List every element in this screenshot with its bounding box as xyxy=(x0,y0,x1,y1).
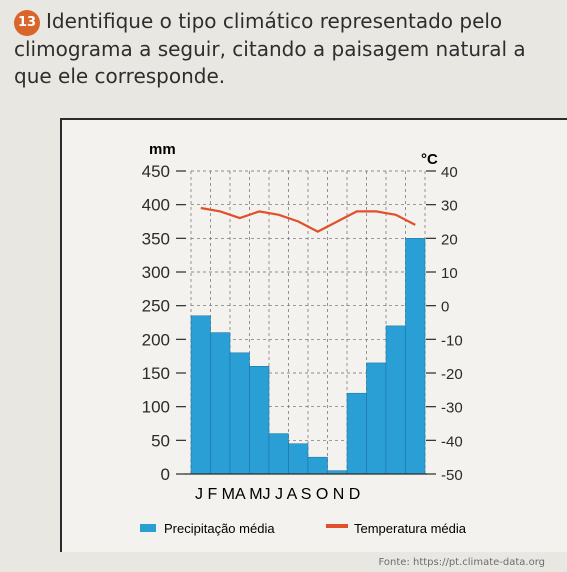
temperature-line xyxy=(200,206,416,233)
precipitation-bar xyxy=(366,362,387,475)
legend-line-swatch xyxy=(326,524,348,528)
legend-line-label: Temperatura média xyxy=(354,521,467,536)
left-tick-label: 50 xyxy=(151,431,170,450)
question-number: 13 xyxy=(14,10,40,36)
legend-bar-label: Precipitação média xyxy=(164,521,275,536)
precipitation-bar xyxy=(229,352,250,475)
left-tick-label: 350 xyxy=(142,229,170,248)
right-tick-label: -10 xyxy=(441,332,463,349)
left-tick-label: 450 xyxy=(142,162,170,181)
legend: Precipitação média Temperatura média xyxy=(140,521,467,536)
right-tick-label: -50 xyxy=(441,467,463,484)
question-text: Identifique o tipo climático representad… xyxy=(14,9,526,88)
precipitation-bar xyxy=(346,392,367,475)
left-tick-label: 200 xyxy=(142,330,170,349)
left-axis-unit: mm xyxy=(149,141,176,158)
right-tick-label: 40 xyxy=(441,164,458,181)
precipitation-bars xyxy=(190,238,426,475)
left-tick-label: 0 xyxy=(161,465,170,484)
legend-bar-swatch xyxy=(140,524,156,532)
right-tick-label: 30 xyxy=(441,198,458,215)
precipitation-bar xyxy=(268,433,289,475)
right-tick-label: 20 xyxy=(441,231,458,248)
precipitation-bar xyxy=(190,315,211,475)
precipitation-bar xyxy=(405,238,426,475)
left-tick-label: 300 xyxy=(142,263,170,282)
precipitation-bar xyxy=(385,325,406,475)
right-axis-ticks: 40 30 20 10 0 -10 -20 -30 -40 -50 xyxy=(426,164,463,484)
left-tick-label: 250 xyxy=(142,297,170,316)
chart-card xyxy=(60,118,567,552)
question: 13 Identifique o tipo climático represent… xyxy=(14,8,550,90)
precipitation-bar xyxy=(249,366,270,475)
precipitation-bar xyxy=(307,456,328,475)
right-axis-unit: °C xyxy=(421,151,438,168)
left-tick-label: 150 xyxy=(142,364,170,383)
right-tick-label: 0 xyxy=(441,299,449,316)
right-tick-label: 10 xyxy=(441,265,458,282)
left-tick-label: 100 xyxy=(142,398,170,417)
right-tick-label: -30 xyxy=(441,400,463,417)
precipitation-bar xyxy=(210,332,231,475)
left-tick-label: 400 xyxy=(142,196,170,215)
right-tick-label: -40 xyxy=(441,433,463,450)
precipitation-bar xyxy=(288,443,309,475)
left-axis-ticks: 450 400 350 300 250 200 150 100 50 0 xyxy=(142,162,186,484)
right-tick-label: -20 xyxy=(441,366,463,383)
month-labels: J F MA MJ J A S O N D xyxy=(195,486,360,503)
source-note: Fonte: https://pt.climate-data.org xyxy=(378,557,545,568)
